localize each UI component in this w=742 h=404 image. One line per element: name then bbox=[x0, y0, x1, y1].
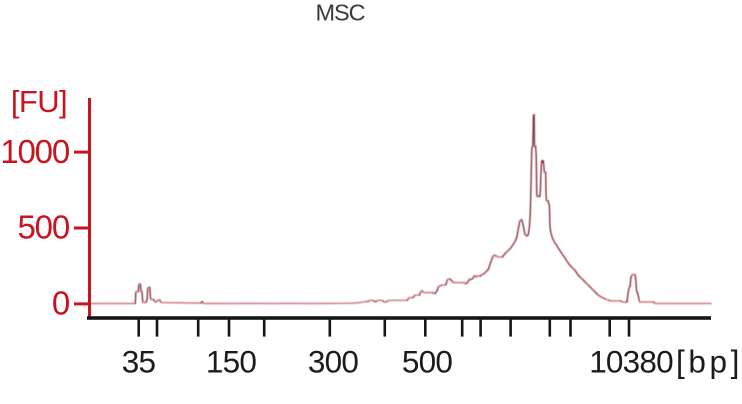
svg-text:300: 300 bbox=[308, 344, 358, 380]
svg-text:10380: 10380 bbox=[589, 344, 673, 380]
svg-text:0: 0 bbox=[52, 285, 70, 322]
svg-text:MSC: MSC bbox=[316, 0, 366, 26]
svg-text:500: 500 bbox=[18, 209, 70, 246]
svg-text:1000: 1000 bbox=[0, 133, 69, 170]
svg-text:35: 35 bbox=[122, 344, 156, 380]
svg-text:[bp]: [bp] bbox=[676, 344, 742, 380]
svg-text:150: 150 bbox=[206, 344, 256, 380]
svg-text:500: 500 bbox=[402, 344, 452, 380]
svg-text:[FU]: [FU] bbox=[11, 84, 67, 119]
